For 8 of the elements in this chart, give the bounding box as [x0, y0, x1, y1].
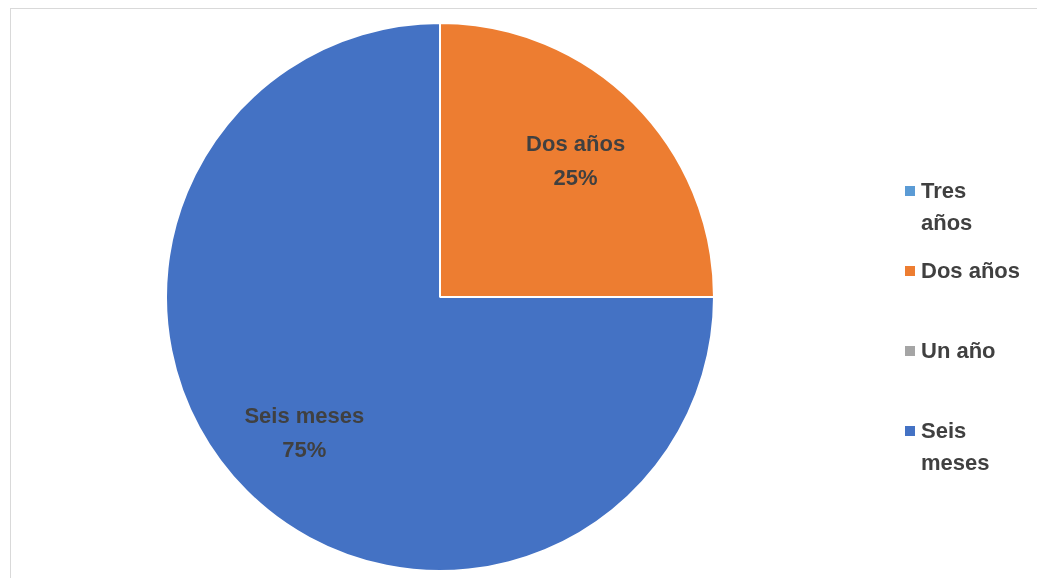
slice-label: Seis meses [244, 402, 365, 428]
legend-label: Seis meses [921, 417, 991, 477]
slice-label: Dos años [526, 131, 626, 157]
data-label: 25% [553, 165, 598, 191]
legend-label: Un año [921, 337, 997, 365]
legend-label: Dos años [921, 257, 1021, 285]
legend-label: Tres años [921, 177, 974, 237]
data-label: 75% [282, 436, 327, 462]
